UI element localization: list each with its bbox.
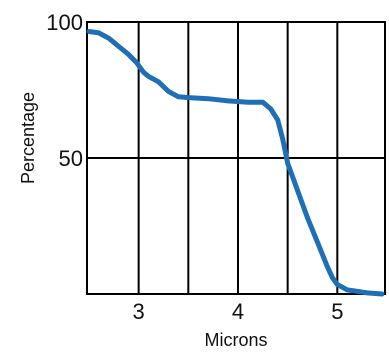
x-tick-label: 4	[232, 299, 244, 324]
y-tick-labels: 50 100	[46, 10, 83, 171]
series-line	[86, 29, 385, 297]
series-layer	[86, 29, 385, 297]
x-axis-label: Microns	[204, 330, 267, 350]
x-tick-labels: 3 4 5	[133, 299, 344, 324]
y-tick-label: 100	[46, 10, 83, 35]
y-tick-label: 50	[59, 146, 83, 171]
x-tick-label: 3	[133, 299, 145, 324]
x-tick-label: 5	[331, 299, 343, 324]
plot-frame	[86, 21, 386, 295]
grid-lines	[87, 22, 385, 294]
y-axis-label: Percentage	[18, 92, 38, 184]
